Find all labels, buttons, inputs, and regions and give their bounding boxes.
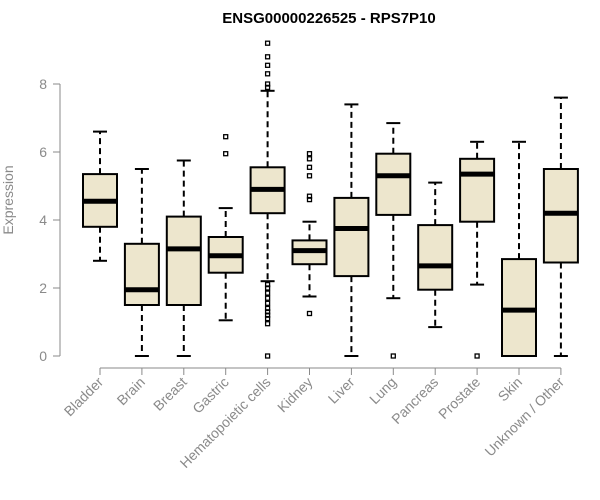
outlier-point xyxy=(474,353,480,359)
y-tick-label: 2 xyxy=(39,280,47,296)
box-skin xyxy=(501,140,537,358)
y-axis-label: Expression xyxy=(0,165,16,234)
box-pancreas xyxy=(417,181,454,329)
box-gastric xyxy=(207,134,244,322)
box-lung xyxy=(375,122,412,359)
outlier-point xyxy=(264,281,271,288)
outlier-point xyxy=(264,300,271,306)
category-label: Liver xyxy=(325,374,358,407)
outlier-point xyxy=(264,305,271,312)
outlier-point xyxy=(264,295,271,301)
outlier-point xyxy=(264,353,271,359)
y-axis-ticks: 0 2 4 6 8 xyxy=(39,76,60,364)
outlier-point xyxy=(264,71,271,77)
outlier-point xyxy=(306,164,313,170)
iqr-box xyxy=(501,258,537,358)
iqr-box xyxy=(123,242,160,307)
outlier-point xyxy=(306,156,313,162)
outlier-point xyxy=(264,54,271,60)
y-tick-label: 4 xyxy=(39,212,47,228)
iqr-box xyxy=(542,168,579,264)
box-prostate xyxy=(459,140,496,359)
box-hematopoietic-cells xyxy=(249,40,286,359)
category-label: Skin xyxy=(495,374,526,405)
iqr-box xyxy=(333,196,370,278)
iqr-box xyxy=(375,152,412,216)
box-unknown-other xyxy=(542,96,579,357)
category-label: Breast xyxy=(150,374,190,414)
box-liver xyxy=(333,103,370,357)
box-bladder xyxy=(82,130,118,262)
y-tick-label: 8 xyxy=(39,76,47,92)
outlier-point xyxy=(223,134,229,140)
box-brain xyxy=(123,168,160,357)
iqr-box xyxy=(165,215,202,307)
category-label: Pancreas xyxy=(388,374,441,427)
iqr-box xyxy=(459,157,496,223)
outlier-point xyxy=(306,193,313,199)
outlier-point xyxy=(306,310,313,317)
outlier-point xyxy=(264,290,271,296)
outlier-point xyxy=(390,353,396,359)
category-label: Brain xyxy=(114,374,148,408)
boxes-group xyxy=(82,40,579,359)
box-kidney xyxy=(291,151,328,317)
y-tick-label: 6 xyxy=(39,144,47,160)
outlier-point xyxy=(223,151,229,157)
outlier-point xyxy=(264,62,271,68)
chart-title: ENSG00000226525 - RPS7P10 xyxy=(222,10,435,27)
outlier-point xyxy=(264,40,271,46)
category-label: Unknown / Other xyxy=(481,374,567,460)
outlier-point xyxy=(264,321,271,327)
category-label: Kidney xyxy=(274,374,316,416)
iqr-box xyxy=(417,224,454,291)
y-tick-label: 0 xyxy=(39,348,47,364)
outlier-point xyxy=(264,81,271,87)
outlier-point xyxy=(306,151,313,157)
category-label: Bladder xyxy=(61,374,107,420)
box-breast xyxy=(165,159,202,357)
category-label: Lung xyxy=(366,374,399,407)
outlier-point xyxy=(306,173,313,179)
category-label: Prostate xyxy=(435,374,483,422)
